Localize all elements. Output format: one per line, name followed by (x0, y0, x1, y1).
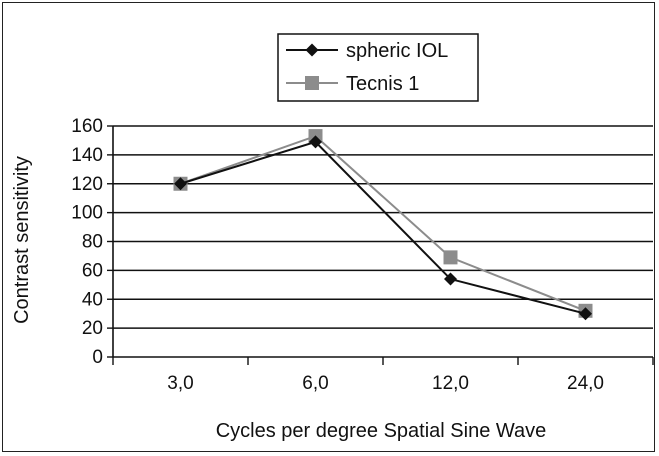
y-tick-label: 140 (71, 145, 103, 166)
legend: spheric IOL Tecnis 1 (277, 33, 479, 102)
data-point (309, 135, 322, 149)
y-tick-label: 160 (71, 116, 103, 137)
legend-label: spheric IOL (346, 40, 448, 62)
y-tick-label: 100 (71, 203, 103, 224)
x-tick-label: 6,0 (302, 373, 328, 394)
x-tick-label: 24,0 (567, 373, 604, 394)
y-tick-label: 20 (82, 318, 103, 339)
legend-marker (305, 76, 319, 90)
y-axis-ticks: 0 20 40 60 80 100 120 140 160 (71, 116, 113, 368)
data-point (174, 177, 187, 191)
y-tick-label: 120 (71, 174, 103, 195)
y-axis-title: Contrast sensitivity (11, 156, 33, 324)
data-point (444, 272, 457, 286)
series-lines (173, 129, 593, 321)
y-tick-label: 40 (82, 289, 103, 310)
x-tick-label: 12,0 (432, 373, 469, 394)
x-axis-ticks: 3,0 6,0 12,0 24,0 (112, 357, 654, 394)
data-point (579, 307, 592, 321)
data-point (443, 250, 458, 265)
y-tick-label: 60 (82, 260, 103, 281)
legend-marker (305, 43, 319, 57)
gridlines (112, 125, 653, 358)
y-tick-label: 0 (92, 347, 103, 368)
x-tick-label: 3,0 (167, 373, 193, 394)
legend-label: Tecnis 1 (346, 73, 419, 95)
x-axis-title: Cycles per degree Spatial Sine Wave (216, 420, 547, 442)
y-tick-label: 80 (82, 232, 103, 253)
series-line (180, 140, 586, 315)
series-line (180, 134, 586, 312)
